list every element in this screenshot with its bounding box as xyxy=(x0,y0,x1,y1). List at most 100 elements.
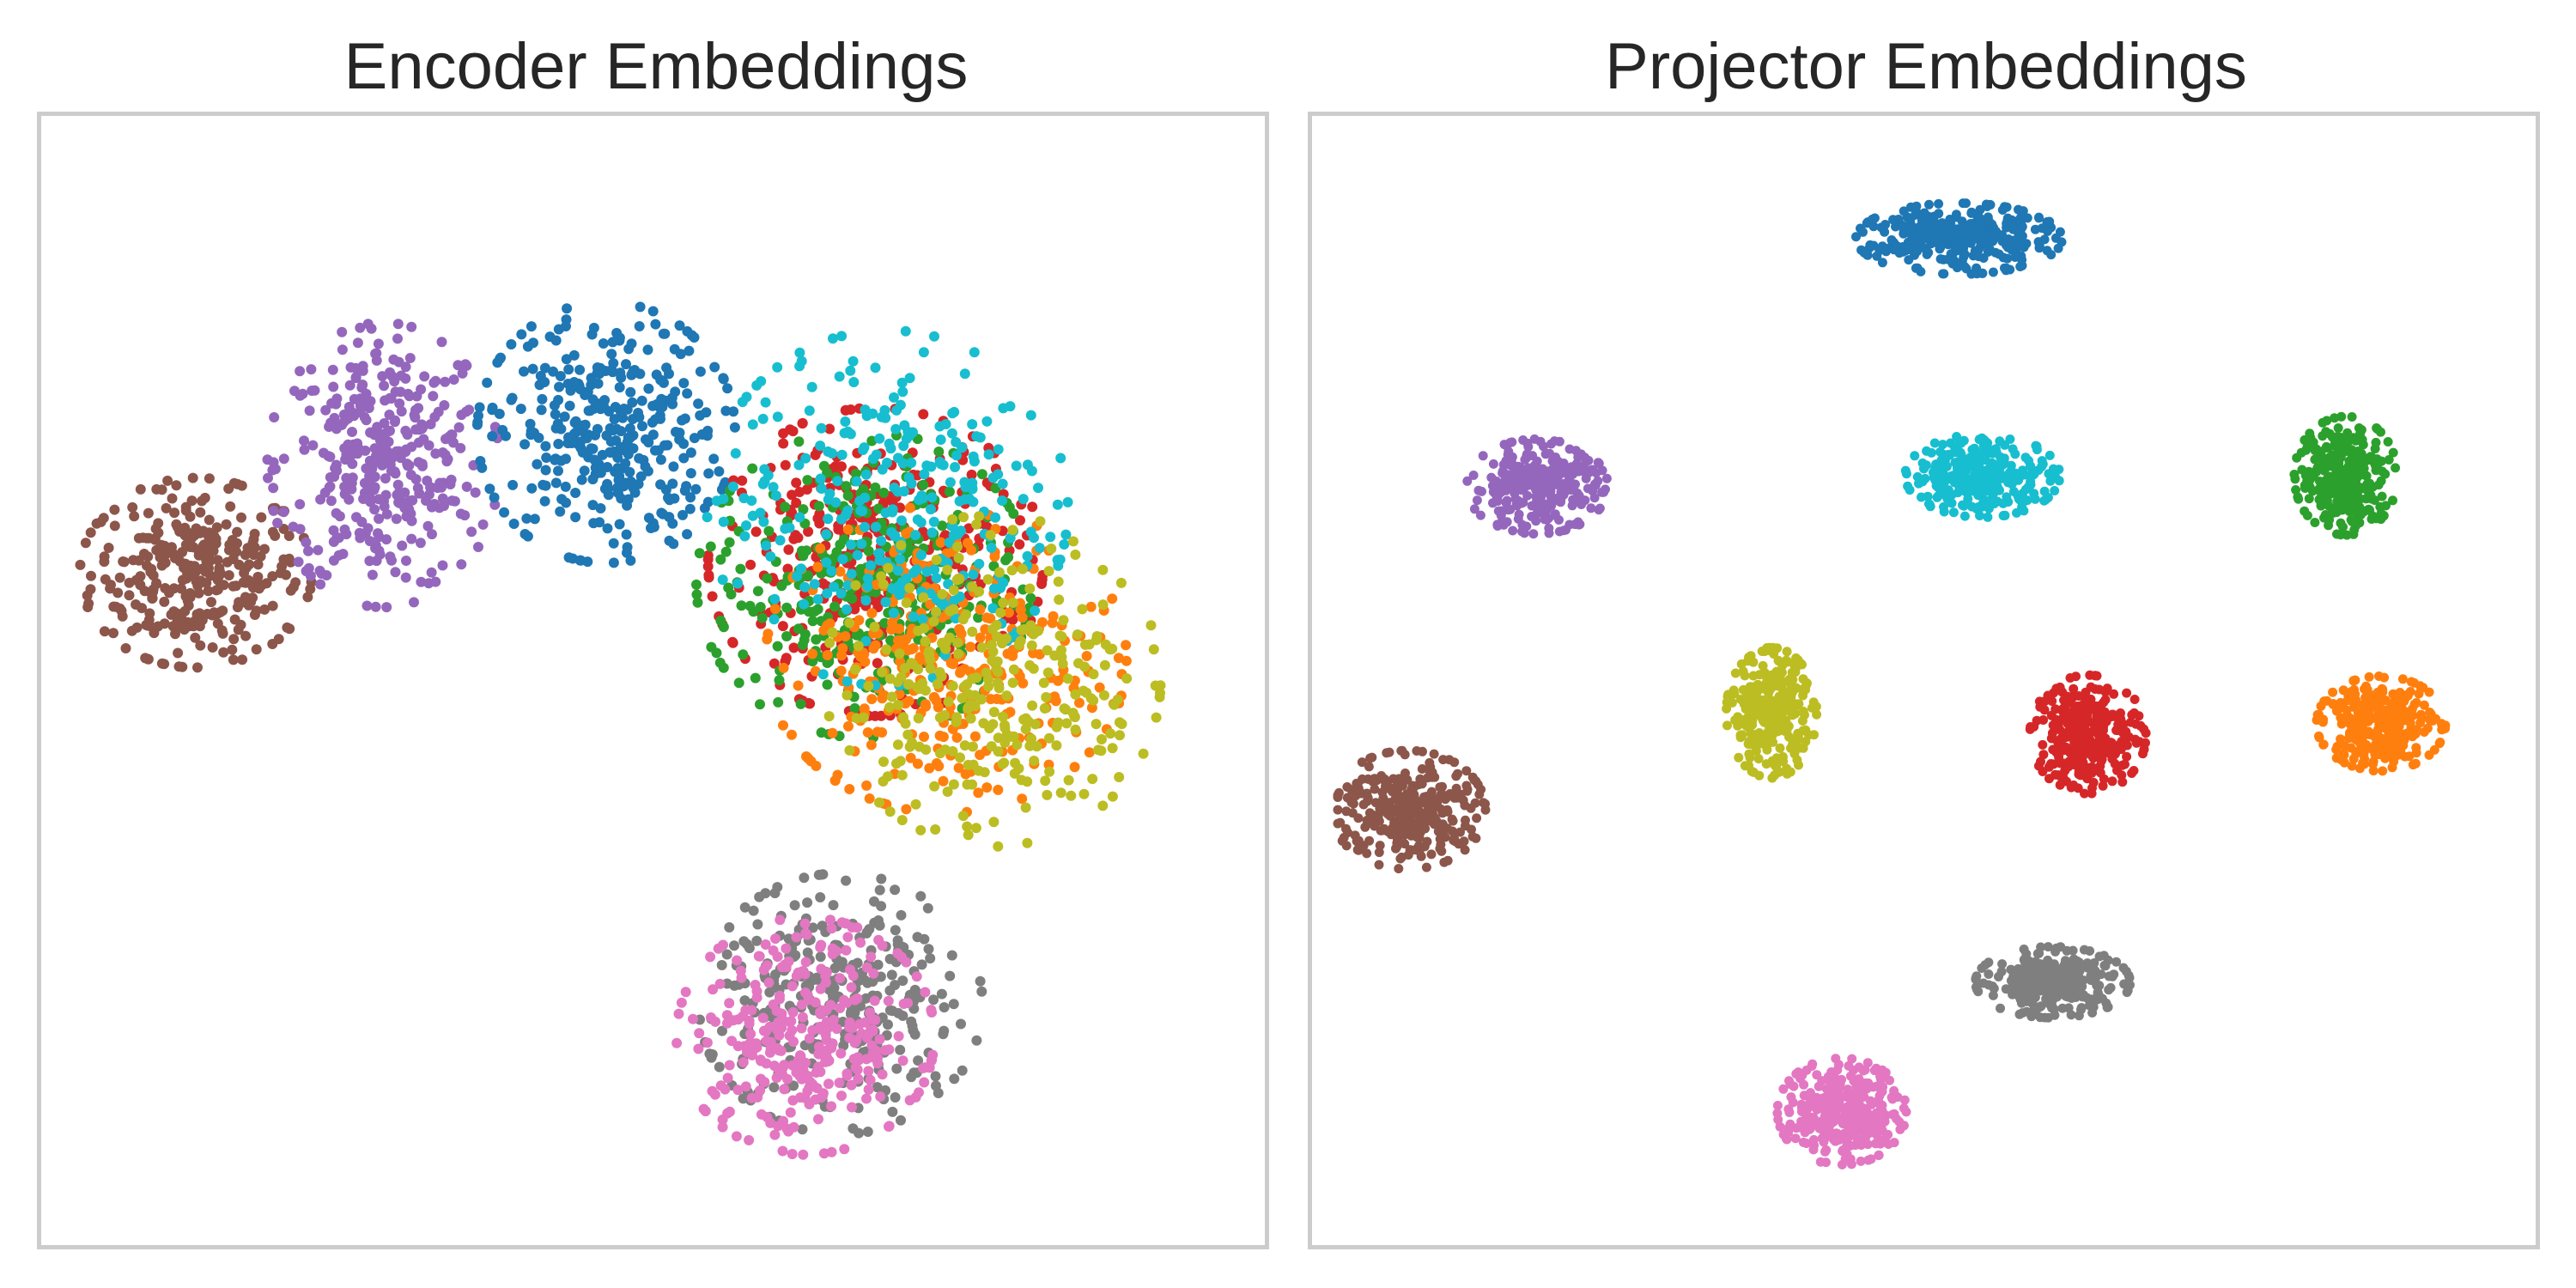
data-point xyxy=(234,559,245,570)
data-point xyxy=(718,516,729,527)
data-point xyxy=(506,339,517,349)
data-point xyxy=(1055,787,1066,799)
data-point xyxy=(1908,222,1918,233)
data-point xyxy=(396,406,407,417)
data-point xyxy=(884,1044,895,1055)
data-point xyxy=(829,581,840,592)
data-point xyxy=(1958,457,1967,467)
data-point xyxy=(1037,617,1048,628)
data-point xyxy=(797,966,808,977)
data-point xyxy=(975,975,986,987)
data-point xyxy=(1081,687,1092,698)
data-point xyxy=(707,591,718,602)
data-point xyxy=(882,771,893,782)
data-point xyxy=(355,400,366,411)
data-point xyxy=(874,555,885,566)
data-point xyxy=(380,473,391,484)
data-point xyxy=(804,405,815,416)
data-point xyxy=(1486,472,1497,483)
data-point xyxy=(772,951,783,963)
data-point xyxy=(973,612,984,623)
data-point xyxy=(689,332,700,343)
data-point xyxy=(366,323,377,334)
data-point xyxy=(927,492,938,503)
data-point xyxy=(1550,510,1560,520)
data-point xyxy=(400,373,411,384)
data-point xyxy=(841,690,853,701)
data-point xyxy=(1469,504,1479,514)
data-point xyxy=(987,623,998,635)
data-point xyxy=(974,558,985,569)
data-point xyxy=(890,980,901,991)
data-point xyxy=(866,739,877,750)
data-point xyxy=(839,1144,850,1155)
data-point xyxy=(161,502,172,513)
data-point xyxy=(706,641,717,653)
data-point xyxy=(906,478,917,489)
data-point xyxy=(849,664,860,675)
data-point xyxy=(1777,751,1788,762)
data-point xyxy=(2338,522,2348,532)
data-point xyxy=(837,554,848,565)
data-point xyxy=(763,526,775,537)
data-point xyxy=(379,418,390,428)
data-point xyxy=(1911,201,1922,211)
data-point xyxy=(2022,213,2032,223)
data-point xyxy=(897,386,908,398)
data-point xyxy=(515,404,526,415)
data-point xyxy=(2019,506,2029,516)
data-point xyxy=(878,756,889,768)
data-point xyxy=(204,473,215,484)
data-point xyxy=(703,468,714,479)
data-point xyxy=(848,1054,860,1065)
data-point xyxy=(951,450,962,461)
data-point xyxy=(2008,223,2019,234)
data-point xyxy=(945,477,956,488)
data-point xyxy=(835,973,846,984)
data-point xyxy=(910,530,921,541)
data-point xyxy=(683,345,695,356)
data-point xyxy=(1027,700,1038,711)
data-point xyxy=(775,535,786,546)
data-point xyxy=(225,501,236,512)
data-point xyxy=(866,951,877,963)
data-point xyxy=(616,406,626,417)
data-point xyxy=(722,1072,733,1084)
data-point xyxy=(774,675,785,686)
data-point xyxy=(1017,612,1028,623)
data-point xyxy=(778,662,789,673)
data-point xyxy=(702,512,713,523)
data-point xyxy=(1777,707,1788,717)
data-point xyxy=(852,993,863,1004)
data-point xyxy=(436,482,447,493)
data-point xyxy=(955,667,966,678)
data-point xyxy=(900,325,911,337)
data-point xyxy=(1026,640,1037,651)
data-point xyxy=(799,629,811,640)
data-point xyxy=(436,337,447,348)
data-point xyxy=(933,447,945,457)
data-point xyxy=(218,647,229,658)
data-point xyxy=(728,406,739,417)
data-point xyxy=(193,587,204,598)
data-point xyxy=(568,349,580,361)
data-point xyxy=(221,519,232,530)
data-point xyxy=(1920,473,1930,483)
data-point xyxy=(937,520,948,532)
data-point xyxy=(295,499,306,510)
data-point xyxy=(836,917,848,928)
data-point xyxy=(364,556,375,567)
data-point xyxy=(815,543,826,554)
data-point xyxy=(647,429,659,440)
data-point xyxy=(1744,760,1753,770)
data-point xyxy=(1535,497,1546,507)
data-point xyxy=(151,544,162,556)
data-point xyxy=(352,337,363,349)
data-point xyxy=(892,739,903,750)
data-point xyxy=(1988,489,1998,499)
data-point xyxy=(871,521,881,532)
encoder-scatter xyxy=(75,301,1166,1160)
data-point xyxy=(587,500,598,511)
data-point xyxy=(724,537,735,548)
data-point xyxy=(901,957,912,968)
